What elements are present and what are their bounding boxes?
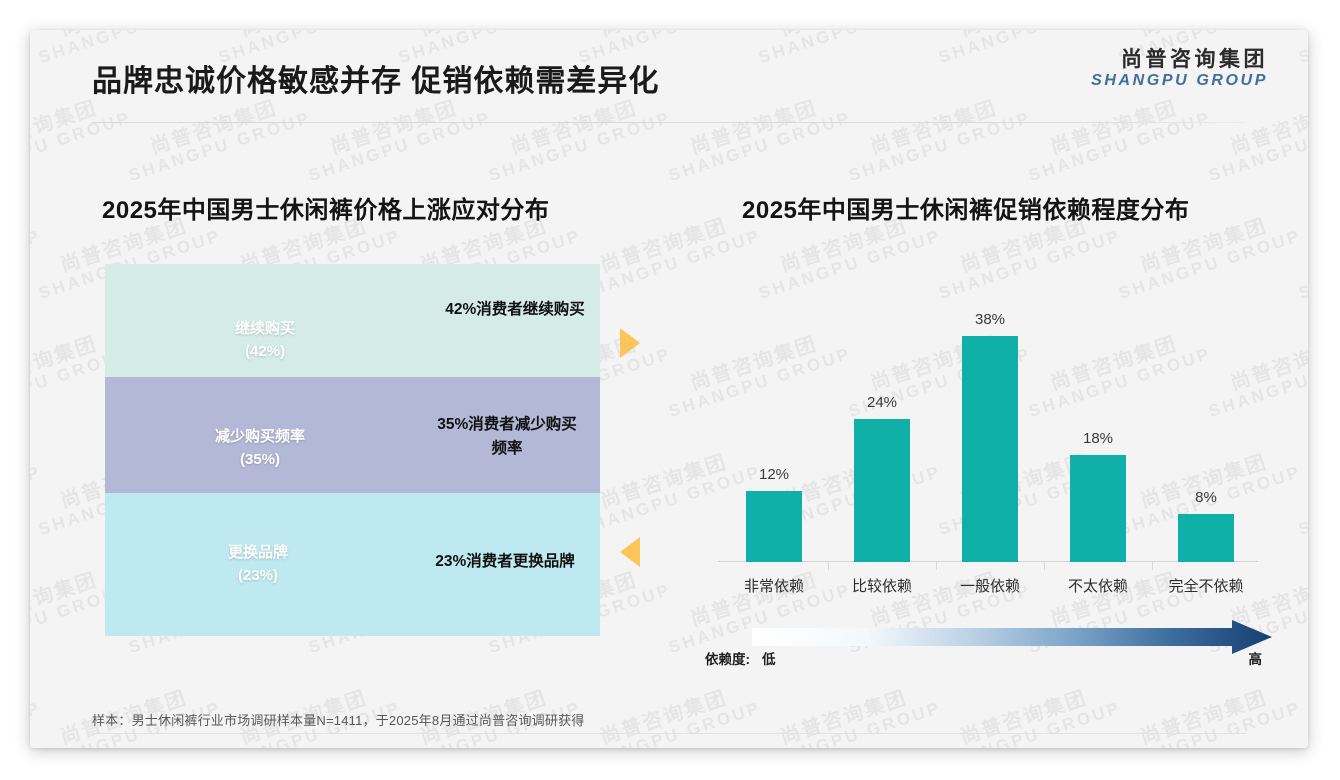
funnel-stage-name: 更换品牌 xyxy=(227,544,288,561)
funnel-arrow-right-icon xyxy=(620,328,640,358)
funnel-stage-pct: (42%) xyxy=(244,342,285,360)
bar-category-label-1: 非常依赖 xyxy=(743,578,804,595)
page-title: 品牌忠诚价格敏感并存 促销依赖需差异化 xyxy=(92,65,660,98)
logo-english-text: SHANGPU GROUP xyxy=(1091,71,1268,89)
bar-5[interactable] xyxy=(1178,514,1234,562)
bar-category-label-5: 完全不依赖 xyxy=(1168,578,1244,595)
x-axis-tick-3 xyxy=(1044,562,1045,570)
funnel-description-3: 23%消费者更换品牌 xyxy=(435,553,575,570)
slide-footer: ©2025.10 SHANGPU GROUP www.shangpu-china… xyxy=(30,736,1308,748)
funnel-band-2 xyxy=(105,377,600,493)
bar-2[interactable] xyxy=(854,419,910,562)
x-axis-tick-2 xyxy=(936,562,937,570)
funnel-band-1 xyxy=(105,264,600,377)
bar-3[interactable] xyxy=(962,335,1018,562)
company-logo: 尚普咨询集团 SHANGPU GROUP xyxy=(1091,48,1268,90)
funnel-description-1: 42%消费者继续购买 xyxy=(445,301,585,318)
x-axis-tick-1 xyxy=(828,562,829,570)
funnel-stage-pct: (23%) xyxy=(237,566,278,584)
bar-value-label-1: 12% xyxy=(758,465,790,483)
funnel-band-3 xyxy=(105,493,600,636)
funnel-label-1: 继续购买 (42%) xyxy=(175,318,355,363)
logo-chinese-text: 尚普咨询集团 xyxy=(1121,48,1268,71)
footer-divider xyxy=(92,733,1246,734)
bar-value-label-3: 38% xyxy=(974,310,1006,328)
legend-caption: 依赖度: xyxy=(705,652,750,667)
bar-value-label-2: 24% xyxy=(866,394,898,412)
bar-plot-area: 12% 非常依赖 24% 比较依赖 38% 一般依赖 18% 不太依赖 8% 完全不依赖 xyxy=(690,280,1290,610)
bar-chart: 12% 非常依赖 24% 比较依赖 38% 一般依赖 18% 不太依赖 8% 完全不依赖 xyxy=(690,280,1290,610)
x-axis-tick-4 xyxy=(1152,562,1153,570)
bar-category-label-3: 一般依赖 xyxy=(959,578,1020,595)
bar-value-label-4: 18% xyxy=(1082,429,1114,447)
funnel-label-3: 更换品牌 (23%) xyxy=(178,542,338,587)
bar-4[interactable] xyxy=(1070,454,1126,562)
dependency-gradient-legend: 依赖度: 低 高 xyxy=(690,615,1290,685)
slide-header: 品牌忠诚价格敏感并存 促销依赖需差异化 尚普咨询集团 SHANGPU GROUP xyxy=(30,30,1308,122)
funnel-label-2: 减少购买频率 (35%) xyxy=(160,426,360,471)
bar-category-label-2: 比较依赖 xyxy=(851,578,912,595)
left-chart-title: 2025年中国男士休闲裤价格上涨应对分布 xyxy=(102,197,550,224)
header-divider xyxy=(92,122,1246,123)
legend-low-label: 低 xyxy=(762,652,776,667)
funnel-chart: 继续购买 (42%) 减少购买频率 (35%) 更换品牌 (23%) 42%消费者继续购买 3… xyxy=(30,30,1308,748)
bar-value-label-5: 8% xyxy=(1195,489,1217,507)
funnel-stage-name: 减少购买频率 xyxy=(214,428,305,445)
bar-1[interactable] xyxy=(746,490,802,562)
slide-card: 尚普咨询集团 SHANGPU GROUP 尚普咨询集团 SHANGPU GROUP 尚普… xyxy=(30,30,1308,748)
funnel-stage-pct: (35%) xyxy=(239,450,280,468)
sample-footnote: 样本：男士休闲裤行业市场调研样本量N=1411，于2025年8月通过尚普咨询调研… xyxy=(92,713,585,728)
funnel-description-2: 35%消费者减少购买 频率 xyxy=(437,416,577,458)
funnel-arrow-left-icon xyxy=(620,537,640,567)
right-chart-title: 2025年中国男士休闲裤促销依赖程度分布 xyxy=(742,197,1190,224)
legend-high-label: 高 xyxy=(1248,652,1263,667)
gradient-arrow-icon xyxy=(752,620,1272,654)
funnel-stage-name: 继续购买 xyxy=(234,320,295,337)
bar-category-label-4: 不太依赖 xyxy=(1067,578,1128,595)
